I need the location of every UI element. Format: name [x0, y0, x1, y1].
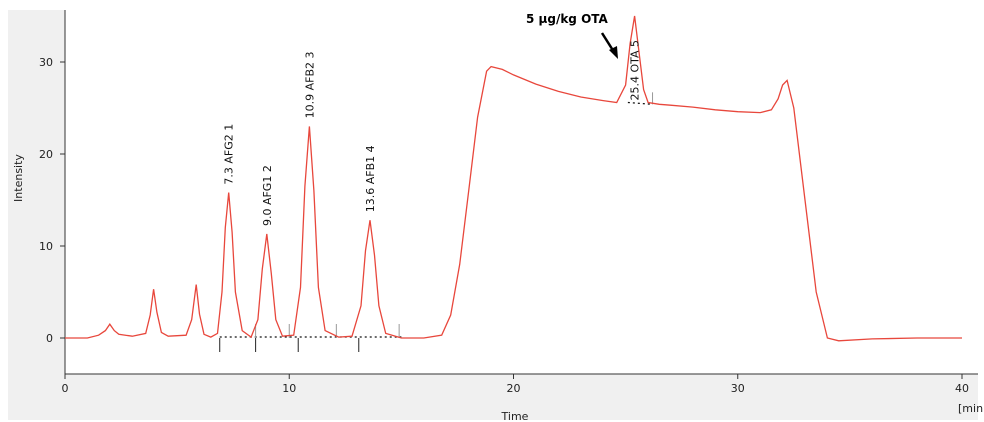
peak-label: 13.6 AFB1 4	[364, 145, 377, 212]
peak-labels: 7.3 AFG2 1 9.0 AFG1 2 10.9 AFB2 3 13.6 AFB1…	[223, 40, 642, 226]
x-tick-label: 40	[955, 382, 969, 395]
y-tick-label: 10	[39, 240, 53, 253]
x-tick-label: 30	[731, 382, 745, 395]
y-tick-label: 20	[39, 148, 53, 161]
y-axis: 0 10 20 30	[39, 10, 66, 374]
ota-annotation: 5 µg/kg OTA	[526, 12, 609, 26]
x-tick-label: 20	[507, 382, 521, 395]
y-tick-label: 30	[39, 56, 53, 69]
annotation-arrow	[600, 32, 618, 59]
peak-label: 25.4 OTA 5	[629, 40, 642, 101]
peak-label: 10.9 AFB2 3	[303, 52, 316, 119]
x-tick-label: 10	[282, 382, 296, 395]
baseline-dotted	[627, 101, 653, 105]
peak-label: 9.0 AFG1 2	[261, 165, 274, 226]
x-axis: 0 10 20 30 40	[62, 373, 978, 395]
y-axis-title: Intensity	[12, 154, 25, 202]
x-axis-unit: [min	[958, 402, 983, 415]
x-axis-title: Time	[501, 410, 529, 422]
chromatogram-trace	[65, 15, 962, 342]
y-tick-label: 0	[46, 332, 53, 345]
peak-label: 7.3 AFG2 1	[223, 124, 236, 185]
x-tick-label: 0	[62, 382, 69, 395]
plot-area	[65, 10, 978, 374]
